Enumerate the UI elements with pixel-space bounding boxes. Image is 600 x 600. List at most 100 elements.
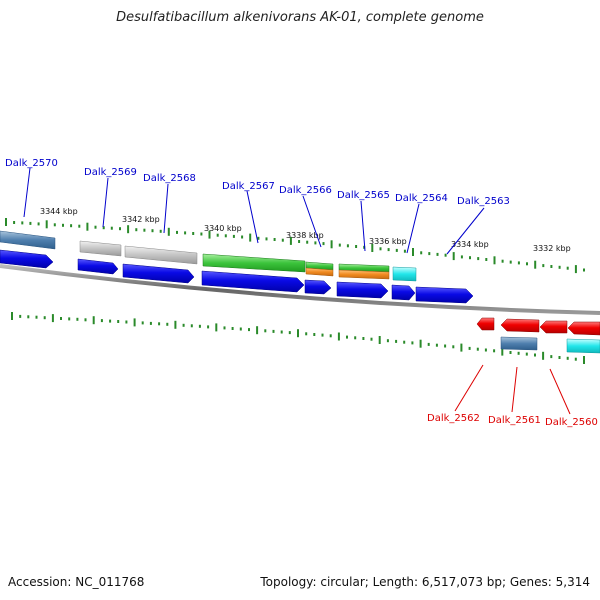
cds-dalk-2570[interactable] [0,249,54,269]
leader-dalk-2569 [102,177,109,228]
minor-tick [476,347,479,351]
gene-label-dalk-2568[interactable]: Dalk_2568 [143,173,196,184]
major-tick [215,323,218,332]
leader-dalk-2564 [406,203,420,254]
gene-label-dalk-2567[interactable]: Dalk_2567 [222,181,275,192]
cds-dalk-2561[interactable] [500,318,540,333]
gene-label-dalk-2565[interactable]: Dalk_2565 [337,190,390,201]
minor-tick [141,321,144,325]
major-tick [337,332,340,341]
gene-label-dalk-2563[interactable]: Dalk_2563 [457,196,510,207]
minor-tick [403,249,406,253]
major-tick [371,244,374,252]
minor-tick [224,234,227,238]
leader-dalk-2570 [23,167,31,218]
minor-tick [379,247,382,251]
cds-dalk-2569[interactable] [77,258,119,275]
cds-dalk-2564[interactable] [391,284,416,301]
minor-tick [306,240,309,244]
minor-tick [574,357,577,361]
minor-tick [176,230,178,234]
gene-label-dalk-2569[interactable]: Dalk_2569 [84,167,137,178]
minor-tick [125,320,128,324]
minor-tick [158,322,161,326]
feature-dalk-2565-orange[interactable] [338,269,390,280]
minor-tick [517,261,520,265]
minor-tick [149,321,152,325]
leader-dalk-2568 [163,183,169,234]
scale-label-3332: 3332 kbp [533,244,571,253]
minor-tick [70,224,73,228]
minor-tick [484,348,487,352]
minor-tick [62,223,64,227]
minor-tick [346,335,348,339]
minor-tick [207,325,210,329]
minor-tick [200,232,203,236]
scale-label-3338: 3338 kbp [286,231,324,240]
major-tick [133,318,136,327]
minor-tick [460,255,463,259]
major-tick [574,265,577,274]
cds-dalk-2560-a[interactable] [539,320,568,334]
minor-tick [43,316,46,320]
leader-dalk-2565 [360,200,366,252]
gene-label-dalk-2570[interactable]: Dalk_2570 [5,158,58,169]
gene-label-dalk-2566[interactable]: Dalk_2566 [279,185,332,196]
feature-dalk-2568[interactable] [124,245,198,265]
feature-dalk-2564[interactable] [392,266,417,282]
minor-tick [60,317,62,320]
major-tick [501,347,504,356]
genome-summary-text: Topology: circular; Length: 6,517,073 bp… [260,575,590,589]
major-tick [208,230,211,239]
feature-dalk-2566-orange[interactable] [305,267,334,277]
major-tick [86,222,89,231]
minor-tick [19,314,22,318]
cds-dalk-2562[interactable] [476,317,495,331]
major-tick [330,240,333,249]
minor-tick [452,345,455,349]
minor-tick [485,258,488,261]
gene-label-dalk-2561[interactable]: Dalk_2561 [488,415,541,426]
forward-features [0,230,417,282]
cds-dalk-2568[interactable] [122,263,195,284]
minor-tick [265,237,268,241]
minor-tick [192,232,195,235]
cds-dalk-2560-b[interactable] [567,321,600,336]
feature-dalk-2560[interactable] [566,338,600,354]
feature-dalk-2570[interactable] [0,230,56,250]
minor-tick [509,260,512,264]
minor-tick [477,257,480,261]
gene-label-dalk-2560[interactable]: Dalk_2560 [545,417,598,428]
minor-tick [338,243,341,247]
leader-dalk-2561 [511,366,518,413]
cds-dalk-2565[interactable] [336,281,389,299]
feature-dalk-2561[interactable] [500,336,538,351]
minor-tick [27,315,30,319]
feature-dalk-2567[interactable] [202,253,306,273]
minor-tick [305,332,308,336]
minor-tick [198,324,201,328]
minor-tick [525,352,528,356]
major-tick [45,220,48,229]
cds-dalk-2563[interactable] [415,286,474,304]
scale-labels: 3344 kbp 3342 kbp 3340 kbp 3338 kbp 3336… [40,207,571,253]
minor-tick [248,328,250,332]
cds-dalk-2566[interactable] [304,279,332,295]
gene-label-dalk-2564[interactable]: Dalk_2564 [395,193,448,204]
cds-dalk-2567[interactable] [201,270,305,293]
feature-dalk-2569[interactable] [79,240,122,257]
minor-tick [29,221,32,225]
forward-cds [0,249,474,304]
minor-tick [468,346,471,350]
minor-tick [583,268,585,272]
genome-title: Desulfatibacillum alkenivorans AK-01, co… [116,10,484,25]
minor-tick [566,266,569,270]
scale-label-3342: 3342 kbp [122,215,160,224]
minor-tick [166,322,169,326]
minor-tick [223,326,226,330]
minor-tick [427,342,430,346]
minor-tick [76,317,79,321]
minor-tick [288,331,291,335]
gene-label-dalk-2562[interactable]: Dalk_2562 [427,413,480,424]
minor-tick [386,339,389,343]
